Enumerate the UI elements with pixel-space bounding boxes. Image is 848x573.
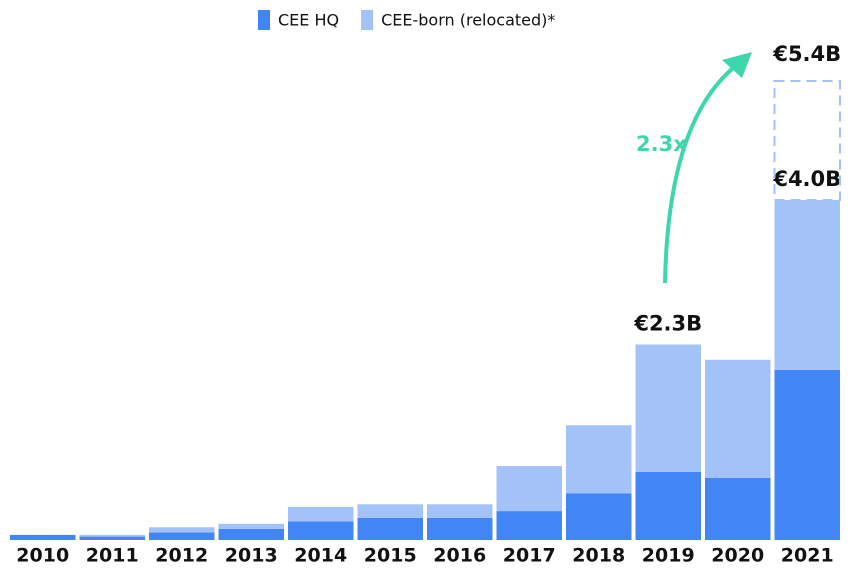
bar-segment	[10, 534, 76, 540]
x-tick-label: 2016	[433, 545, 486, 567]
bar-segment	[635, 472, 701, 540]
legend-swatch	[258, 10, 270, 30]
bar-segment	[218, 523, 284, 529]
x-tick-label: 2011	[86, 545, 139, 567]
bar-segment	[288, 506, 354, 522]
bar-segment	[149, 532, 215, 540]
bar-segment	[218, 528, 284, 540]
bar-segment	[566, 493, 632, 540]
projection-box	[773, 80, 841, 201]
total-label: €4.0B	[772, 167, 841, 191]
total-label: €2.3B	[633, 312, 702, 336]
bar-segment	[496, 466, 562, 512]
bar-segment	[357, 517, 423, 540]
legend-label: CEE-born (relocated)*	[381, 11, 555, 30]
x-tick-label: 2021	[781, 545, 834, 567]
x-tick-label: 2015	[364, 545, 417, 567]
x-tick-label: 2012	[155, 545, 208, 567]
bar-segment	[149, 527, 215, 533]
annotation: 2.3x	[636, 132, 687, 156]
x-tick-label: 2010	[16, 545, 69, 567]
bar-segment	[427, 504, 493, 518]
bar-segment	[705, 359, 771, 478]
x-tick-label: 2014	[294, 545, 347, 567]
legend-label: CEE HQ	[278, 11, 339, 30]
bar-segment	[566, 425, 632, 494]
x-tick-label: 2018	[572, 545, 625, 567]
legend-swatch	[361, 10, 374, 30]
bar-segment	[79, 534, 145, 537]
growth-arrow	[663, 62, 740, 284]
bar-segment	[496, 511, 562, 540]
bar-segment	[79, 536, 145, 540]
bar-segment	[774, 200, 840, 370]
x-tick-label: 2013	[225, 545, 278, 567]
projection-label: €5.4B	[772, 42, 841, 66]
bar-segment	[288, 521, 354, 540]
bar-segment	[427, 517, 493, 540]
arrow-head	[722, 52, 752, 78]
bar-segment	[635, 344, 701, 472]
x-tick-label: 2020	[711, 545, 764, 567]
bar-segment	[357, 504, 423, 518]
x-tick-label: 2019	[642, 545, 695, 567]
bar-segment	[774, 370, 840, 540]
bar-segment	[705, 477, 771, 540]
x-tick-label: 2017	[503, 545, 556, 567]
